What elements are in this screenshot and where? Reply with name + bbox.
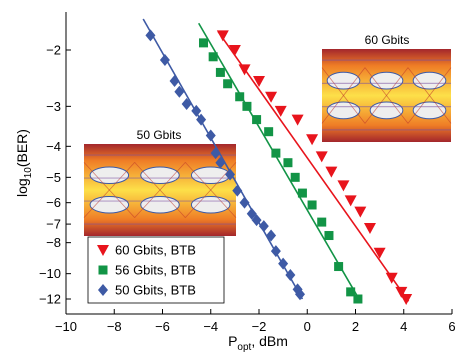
data-markers (145, 29, 413, 305)
x-tick-label: 2 (352, 319, 359, 334)
y-tick-label: −6 (46, 195, 61, 210)
y-tick-labels: −2 −3 −4 −5 −6 −7 −8 −10 −12 (39, 43, 61, 307)
marker-56 (324, 231, 334, 241)
marker-56 (235, 92, 245, 102)
marker-56 (242, 101, 252, 111)
x-tick-label: 0 (304, 319, 311, 334)
marker-60 (363, 223, 376, 235)
marker-60 (337, 180, 350, 192)
marker-56 (264, 127, 274, 137)
x-tick-label: −10 (55, 319, 77, 334)
y-tick-label: −2 (46, 43, 61, 58)
marker-56 (317, 217, 327, 227)
fit-line-60 (217, 30, 410, 302)
marker-60 (253, 76, 265, 88)
x-tick-labels: −10 −8 −6 −4 −2 0 2 4 6 (55, 319, 456, 334)
marker-50 (239, 196, 250, 209)
y-tick-label: −8 (46, 235, 61, 250)
legend-marker-56 (98, 265, 108, 275)
marker-50 (295, 288, 306, 301)
marker-50 (232, 184, 243, 197)
x-tick-label: −6 (155, 319, 170, 334)
marker-50 (181, 98, 192, 111)
marker-56 (307, 200, 317, 210)
marker-56 (252, 115, 262, 125)
marker-50 (159, 54, 170, 67)
marker-56 (283, 158, 293, 168)
y-tick-label: −7 (46, 217, 61, 232)
marker-50 (270, 245, 281, 258)
marker-56 (199, 38, 209, 48)
eye-openings-60 (321, 59, 452, 131)
legend-label: 56 Gbits, BTB (115, 263, 196, 278)
y-tick-label: −3 (46, 99, 61, 114)
marker-56 (297, 188, 307, 198)
marker-50 (205, 129, 216, 142)
marker-56 (353, 294, 363, 304)
marker-60 (315, 151, 328, 163)
inset-title-50: 50 Gbits (137, 128, 182, 142)
marker-50 (215, 156, 226, 169)
marker-50 (251, 214, 262, 227)
marker-56 (290, 172, 300, 182)
marker-60 (228, 45, 241, 56)
marker-60 (274, 105, 287, 117)
marker-50 (225, 168, 236, 181)
marker-60 (265, 91, 278, 103)
legend-marker-60 (97, 245, 109, 256)
eye-diagram-inset-60: 60 Gbits (321, 33, 452, 142)
marker-50 (145, 29, 156, 42)
marker-56 (346, 287, 356, 297)
marker-56 (215, 67, 225, 77)
marker-56 (208, 52, 218, 62)
eye-diagram-inset-50: 50 Gbits (83, 128, 237, 236)
marker-56 (271, 148, 281, 158)
y-tick-label: −12 (39, 292, 61, 307)
marker-50 (266, 229, 277, 242)
marker-56 (223, 79, 233, 89)
y-tick-label: −5 (46, 170, 61, 185)
marker-60 (216, 30, 229, 42)
fit-line-56 (197, 22, 362, 302)
legend-label: 60 Gbits, BTB (115, 243, 196, 258)
marker-50 (174, 85, 185, 98)
marker-60 (325, 166, 338, 178)
marker-60 (354, 206, 367, 218)
x-tick-label: −8 (107, 319, 122, 334)
inset-title-60: 60 Gbits (365, 33, 410, 47)
y-tick-label: −10 (39, 266, 61, 281)
y-axis-title: log10(BER) (14, 129, 34, 197)
marker-60 (306, 134, 319, 146)
marker-56 (334, 262, 344, 272)
x-axis-title: Popt, dBm (228, 333, 288, 353)
marker-60 (385, 272, 398, 284)
marker-50 (210, 147, 221, 160)
marker-50 (196, 113, 207, 126)
marker-60 (238, 64, 251, 76)
x-tick-label: 4 (400, 319, 407, 334)
marker-60 (400, 294, 413, 305)
legend-marker-50 (98, 284, 108, 296)
axis-ticks (65, 49, 453, 314)
marker-60 (291, 114, 304, 126)
legend-label: 50 Gbits, BTB (115, 283, 196, 298)
marker-60 (373, 247, 386, 259)
legend-box (87, 236, 225, 304)
marker-60 (344, 195, 357, 207)
marker-50 (278, 257, 289, 270)
marker-50 (169, 75, 180, 88)
x-tick-label: −2 (252, 319, 267, 334)
marker-50 (285, 269, 296, 282)
marker-60 (395, 286, 408, 298)
marker-50 (246, 207, 257, 220)
y-tick-label: −4 (46, 139, 61, 154)
x-tick-label: −4 (203, 319, 218, 334)
marker-50 (258, 220, 269, 233)
x-tick-label: 6 (448, 319, 455, 334)
marker-50 (191, 104, 202, 117)
legend: 60 Gbits, BTB 56 Gbits, BTB 50 Gbits, BTB (87, 236, 225, 304)
